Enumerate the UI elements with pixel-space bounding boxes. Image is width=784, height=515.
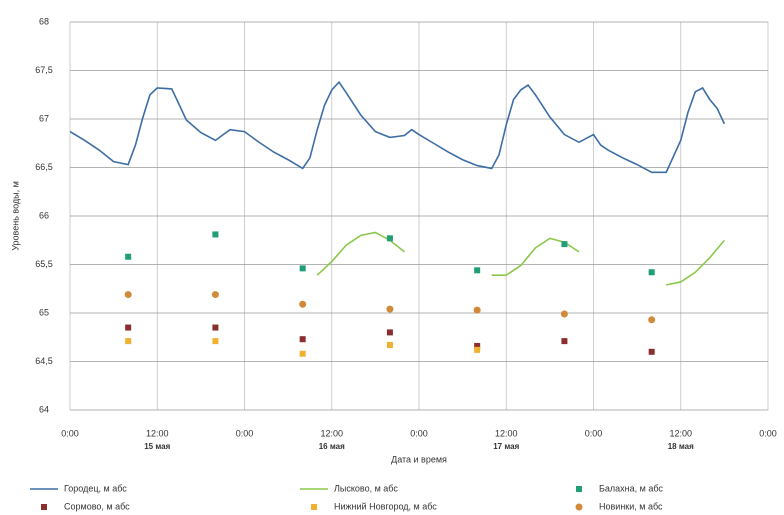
marker (125, 324, 132, 331)
x-tick-label: 0:00 (585, 428, 603, 438)
marker (386, 329, 393, 336)
y-axis-label: Уровень воды, м (10, 181, 20, 251)
y-tick-label: 66,5 (35, 162, 53, 172)
legend-label: Городец, м абс (64, 483, 127, 493)
marker (473, 306, 481, 314)
y-tick-label: 64 (39, 404, 49, 414)
marker (560, 310, 568, 318)
legend-swatch (41, 504, 47, 510)
marker (648, 348, 655, 355)
legend-label: Новинки, м абс (599, 501, 663, 511)
marker (125, 338, 132, 345)
legend-label: Лысково, м абс (334, 483, 398, 493)
marker (299, 265, 306, 272)
marker (648, 316, 656, 324)
y-tick-label: 64,5 (35, 356, 53, 366)
marker (386, 305, 394, 313)
marker (212, 324, 219, 331)
legend-label: Нижний Новгород, м абс (334, 501, 437, 511)
legend-swatch (576, 486, 582, 492)
legend-swatch (575, 503, 583, 511)
x-tick-label: 0:00 (61, 428, 79, 438)
legend-label: Балахна, м абс (599, 483, 663, 493)
marker (561, 241, 568, 248)
y-tick-label: 67 (39, 113, 49, 123)
marker (211, 291, 219, 299)
date-label: 16 мая (319, 442, 345, 451)
y-tick-label: 68 (39, 16, 49, 26)
x-tick-label: 12:00 (146, 428, 169, 438)
marker (648, 269, 655, 276)
series-line (69, 80, 726, 174)
y-tick-label: 66 (39, 210, 49, 220)
x-tick-label: 0:00 (410, 428, 428, 438)
date-label: 17 мая (493, 442, 519, 451)
marker (474, 346, 481, 353)
marker (474, 342, 481, 349)
x-axis-label: Дата и время (391, 454, 447, 464)
marker (474, 267, 481, 274)
date-label: 15 мая (144, 442, 170, 451)
legend-label: Сормово, м абс (64, 501, 130, 511)
y-tick-label: 65,5 (35, 259, 53, 269)
marker (212, 338, 219, 345)
date-label: 18 мая (668, 442, 694, 451)
x-tick-label: 12:00 (495, 428, 518, 438)
marker (299, 300, 307, 308)
y-tick-label: 67,5 (35, 65, 53, 75)
marker (386, 342, 393, 349)
marker (386, 235, 393, 242)
x-tick-label: 12:00 (320, 428, 343, 438)
marker (124, 291, 132, 299)
marker (299, 336, 306, 343)
marker (212, 231, 219, 238)
x-tick-label: 12:00 (669, 428, 692, 438)
marker (299, 350, 306, 357)
series-line (316, 231, 725, 286)
legend-swatch (311, 504, 317, 510)
x-tick-label: 0:00 (236, 428, 254, 438)
marker (125, 253, 132, 260)
marker (561, 338, 568, 345)
y-tick-label: 65 (39, 307, 49, 317)
x-tick-label: 0:00 (759, 428, 777, 438)
